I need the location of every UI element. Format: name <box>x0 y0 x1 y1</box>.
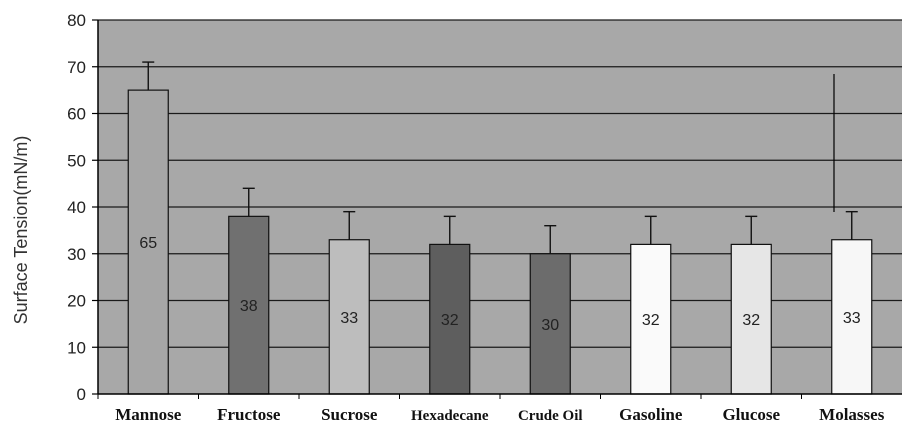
y-tick-label: 70 <box>67 58 86 77</box>
x-axis-ticks: Mannose Fructose Sucrose Hexadecane Crude Oi… <box>97 394 885 424</box>
y-axis-ticks: 0 10 20 30 40 50 60 70 80 <box>67 11 98 404</box>
data-label: 32 <box>742 312 760 329</box>
x-tick-label: Molasses <box>819 405 885 424</box>
y-tick-label: 80 <box>67 11 86 30</box>
data-label: 65 <box>139 235 157 252</box>
y-tick-label: 0 <box>77 385 86 404</box>
y-tick-label: 50 <box>67 151 86 170</box>
x-tick-label: Fructose <box>217 405 281 424</box>
bars <box>127 89 873 395</box>
error-bars <box>142 61 858 254</box>
bar <box>529 253 571 395</box>
data-label: 38 <box>240 298 258 315</box>
bar <box>328 239 370 395</box>
y-tick-label: 10 <box>67 338 86 357</box>
y-tick-label: 40 <box>67 198 86 217</box>
x-tick-label: Gasoline <box>619 405 683 424</box>
data-label: 32 <box>441 312 459 329</box>
bar <box>228 215 270 395</box>
bar <box>429 243 471 395</box>
y-tick-label: 60 <box>67 105 86 124</box>
bar <box>127 89 169 395</box>
data-labels: 65 38 33 32 30 32 32 33 <box>139 235 860 334</box>
x-tick-label: Glucose <box>722 405 780 424</box>
data-label: 33 <box>340 310 358 327</box>
y-tick-label: 30 <box>67 245 86 264</box>
x-tick-label: Mannose <box>115 405 182 424</box>
x-tick-label: Hexadecane <box>411 408 489 424</box>
y-tick-label: 20 <box>67 292 86 311</box>
data-label: 30 <box>541 317 559 334</box>
y-axis-label: Surface Tension(mN/m) <box>11 136 31 325</box>
data-label: 33 <box>843 310 861 327</box>
x-tick-label: Crude Oil <box>518 408 583 424</box>
data-label: 32 <box>642 312 660 329</box>
x-tick-label: Sucrose <box>321 405 378 424</box>
